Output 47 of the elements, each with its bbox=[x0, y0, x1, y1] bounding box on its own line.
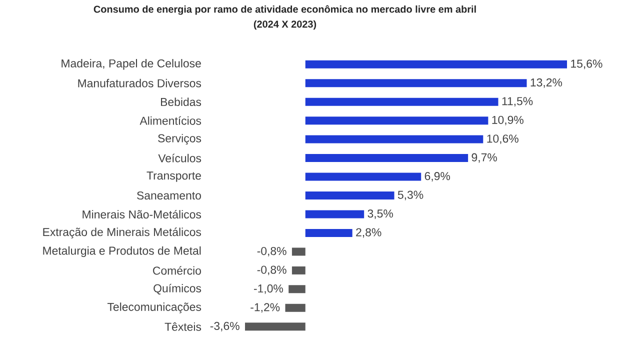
data-label: -1,2% bbox=[250, 303, 280, 313]
data-label: 3,5% bbox=[368, 210, 393, 219]
y-tick-label: Bebidas bbox=[161, 98, 202, 106]
y-tick-label: Serviços bbox=[158, 134, 202, 145]
y-tick-label: Metalurgia e Produtos de Metal bbox=[43, 246, 201, 258]
data-label: -0,8% bbox=[257, 246, 286, 256]
chart-title: Consumo de energia por ramo de atividade econômica no mercado livre em abril bbox=[94, 5, 476, 15]
bar bbox=[292, 248, 306, 256]
y-tick-label: Manufaturados Diversos bbox=[78, 78, 202, 88]
y-tick-label: Transporte bbox=[146, 172, 201, 182]
y-tick-label: Madeira, Papel de Celulose bbox=[62, 59, 201, 70]
data-label: -1,0% bbox=[254, 284, 283, 294]
bar bbox=[292, 266, 306, 274]
bar bbox=[305, 79, 527, 88]
data-label: 15,6% bbox=[571, 60, 602, 70]
y-tick-label: Minerais Não-Metálicos bbox=[82, 210, 202, 219]
bar bbox=[305, 135, 484, 144]
bar bbox=[305, 154, 468, 162]
y-tick-label: Químicos bbox=[154, 284, 202, 294]
bar bbox=[288, 285, 306, 294]
y-tick-label: Veículos bbox=[158, 154, 202, 162]
bar bbox=[305, 210, 364, 218]
bar bbox=[305, 192, 394, 200]
y-tick-label: Têxteis bbox=[164, 322, 202, 331]
data-label: -0,8% bbox=[257, 266, 286, 276]
bar bbox=[245, 322, 306, 331]
data-label: 11,5% bbox=[502, 97, 533, 107]
y-tick-label: Telecomunicações bbox=[107, 302, 202, 314]
data-label: 5,3% bbox=[398, 190, 424, 200]
bar bbox=[305, 228, 352, 237]
data-label: 2,8% bbox=[356, 228, 382, 238]
data-label: 9,7% bbox=[472, 153, 497, 163]
data-label: 6,9% bbox=[424, 172, 450, 182]
data-label: 13,2% bbox=[530, 78, 562, 88]
y-tick-label: Comércio bbox=[153, 266, 201, 275]
chart-subtitle: (2024 X 2023) bbox=[254, 20, 316, 30]
data-label: 10,6% bbox=[487, 134, 518, 144]
bar bbox=[285, 304, 306, 312]
data-label: 10,9% bbox=[492, 116, 524, 126]
data-label: -3,6% bbox=[210, 322, 240, 332]
y-tick-label: Alimentícios bbox=[140, 116, 202, 125]
y-tick-label: Extração de Minerais Metálicos bbox=[43, 228, 202, 238]
bar bbox=[305, 98, 498, 106]
bar bbox=[305, 116, 488, 125]
y-tick-label: Saneamento bbox=[137, 191, 201, 200]
bar bbox=[305, 172, 422, 181]
bar bbox=[305, 60, 568, 68]
